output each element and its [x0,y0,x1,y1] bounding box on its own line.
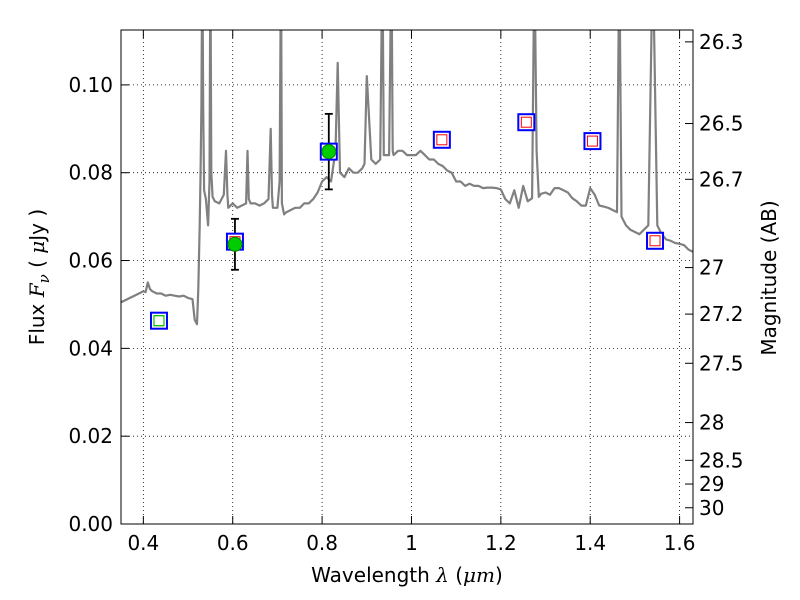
y-tick-label: 0.10 [68,73,113,97]
x-tick-label: 0.8 [306,531,338,555]
observed-point [227,236,243,252]
y2-tick-label: 27.2 [699,302,744,326]
markers [149,113,665,330]
grid-lines [121,30,693,525]
model-square-inner [436,134,448,146]
x-tick-label: 1.6 [664,531,696,555]
x-tick-label: 1.4 [574,531,606,555]
green-open-square [153,315,165,327]
x-tick-label: 1.2 [485,531,517,555]
ticks [121,30,693,525]
model-square-inner [520,116,532,128]
y-tick-label: 0.06 [68,249,113,273]
x-tick-label: 0.4 [127,531,159,555]
y2-tick-label: 26.3 [699,30,744,54]
x-tick-label: 1 [405,531,418,555]
y2-tick-label: 26.5 [699,112,744,136]
x-axis-label: Wavelength λ (μm) [311,563,503,587]
model-square-outer [149,311,168,330]
model-square-outer [432,130,451,149]
y2-tick-label: 28.5 [699,448,744,472]
y2-tick-label: 29 [699,472,724,496]
x-tick-label: 0.6 [217,531,249,555]
y2-tick-label: 27.5 [699,351,744,375]
y-tick-label: 0.02 [68,424,113,448]
y2-tick-label: 27 [699,256,724,280]
spectrum-line [121,30,693,326]
spectrum-layer [121,30,693,326]
tick-labels: 0.4 0.6 0.8 1 1.2 1.4 1.6 0.00 0.02 0.04 0.06 0.08 0… [68,30,743,555]
y-tick-label: 0.00 [68,512,113,536]
y2-tick-label: 28 [699,411,724,435]
observed-point [321,144,337,160]
y-axis-label: Flux Fν ( μJy ) [25,209,53,345]
model-square-outer [583,132,602,151]
model-square-inner [649,235,661,247]
y-tick-label: 0.04 [68,336,113,360]
y2-tick-label: 26.7 [699,167,744,191]
model-square-outer [646,231,665,250]
y-tick-label: 0.08 [68,161,113,185]
y2-axis-label: Magnitude (AB) [757,200,781,355]
model-square-outer [517,113,536,132]
plot-frame [120,29,694,525]
y2-tick-label: 30 [699,496,724,520]
model-square-inner [586,135,598,147]
